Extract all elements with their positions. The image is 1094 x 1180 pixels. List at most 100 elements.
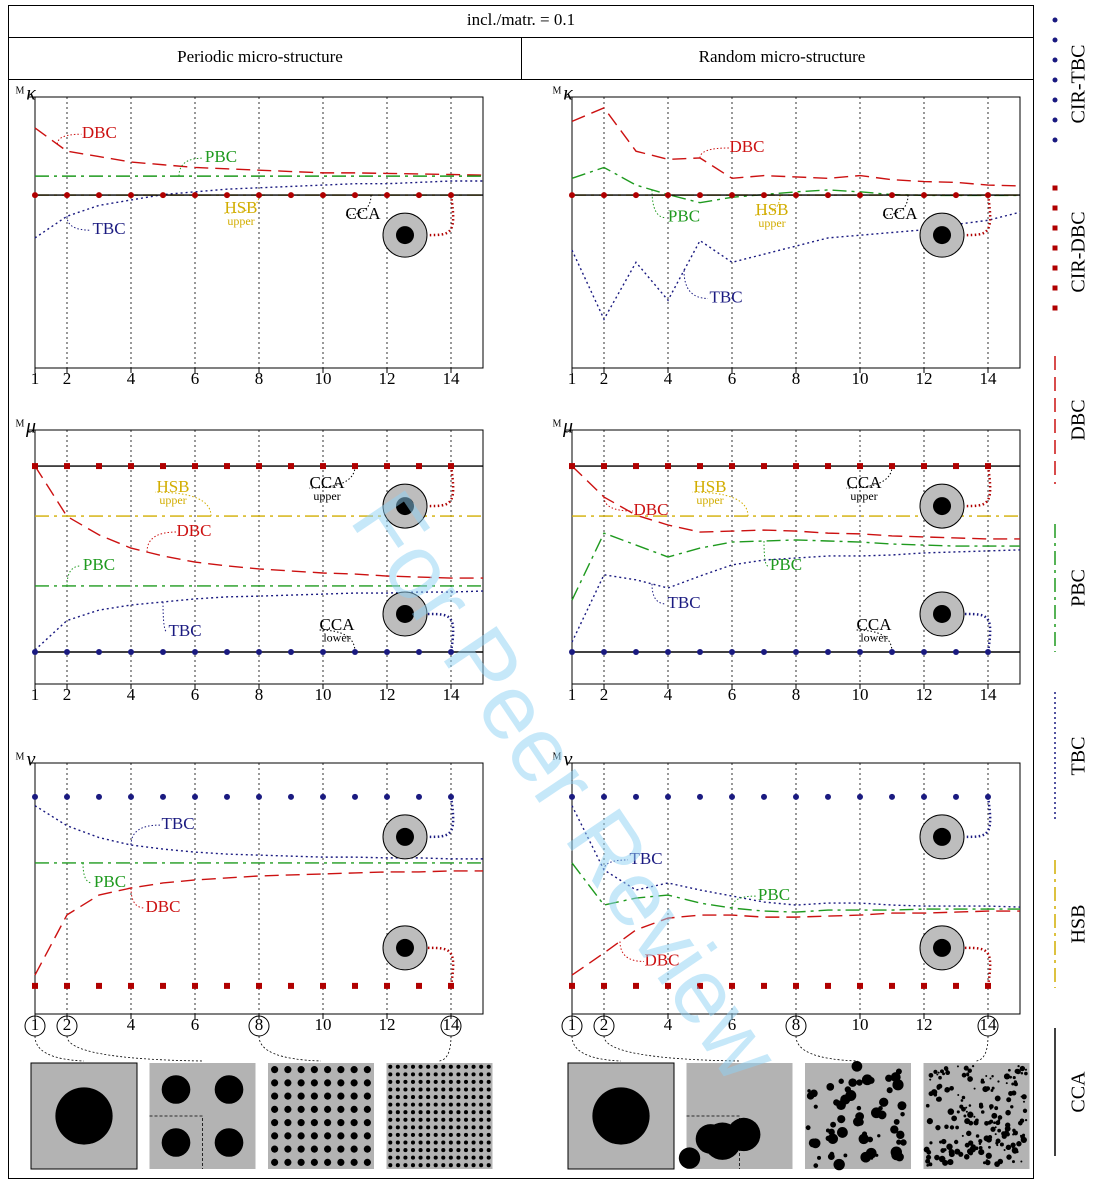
inclusion (939, 1069, 944, 1074)
x-tick-label: 10 (315, 1015, 332, 1034)
inclusion (985, 1075, 988, 1078)
marker (64, 463, 70, 470)
inclusion (805, 1125, 811, 1131)
marker (857, 982, 863, 989)
inclusion (987, 1120, 992, 1125)
legend-marker (1052, 285, 1058, 291)
y-label: μ (562, 416, 573, 438)
x-tick-label: 10 (315, 369, 332, 388)
inclusion (1015, 1068, 1021, 1075)
inclusion (829, 1151, 835, 1157)
x-tick-label: 12 (916, 369, 933, 388)
label-link (162, 601, 168, 633)
inclusion (727, 1117, 761, 1152)
inclusion (486, 1148, 491, 1153)
series-label: DBC (82, 123, 117, 142)
label-link (318, 629, 356, 653)
inclusion-icon-core (933, 827, 951, 846)
inclusion (433, 1155, 438, 1160)
inclusion (963, 1114, 967, 1118)
label-link (308, 466, 356, 489)
label-link (731, 895, 757, 909)
x-tick-label: 6 (191, 685, 200, 704)
series-label: CCA (847, 473, 883, 492)
inclusion (987, 1136, 990, 1140)
y-label-sup: M (16, 418, 25, 429)
inclusion (1024, 1068, 1028, 1071)
series-label: HSB (156, 477, 189, 496)
inclusion (471, 1079, 476, 1084)
inclusion (479, 1072, 484, 1077)
series-label: PBC (770, 555, 802, 574)
inclusion (310, 1092, 318, 1100)
inclusion (363, 1145, 371, 1153)
inclusion (471, 1102, 476, 1107)
inclusion (951, 1115, 958, 1122)
inclusion (861, 1131, 868, 1137)
inclusion (878, 1105, 883, 1111)
inclusion (867, 1136, 874, 1143)
inclusion (363, 1079, 371, 1087)
inclusion (479, 1102, 484, 1107)
inclusion (471, 1132, 476, 1137)
inclusion (933, 1092, 938, 1097)
inclusion (456, 1095, 461, 1100)
inclusion (965, 1110, 968, 1113)
marker (192, 982, 198, 989)
inclusion (463, 1095, 469, 1100)
series-line (571, 549, 1021, 643)
inclusion (403, 1132, 408, 1137)
series-label: TBC (629, 849, 662, 868)
inclusion (463, 1064, 469, 1069)
inclusion (957, 1093, 960, 1096)
inclusion (471, 1117, 476, 1122)
inclusion (388, 1148, 393, 1153)
x-tick-label: 6 (728, 685, 737, 704)
x-tick-label: 8 (255, 369, 264, 388)
marker (288, 648, 294, 655)
inclusion (403, 1064, 408, 1069)
marker (857, 463, 863, 470)
inclusion (935, 1096, 941, 1102)
inclusion (937, 1071, 940, 1074)
marker (729, 648, 735, 655)
inclusion (479, 1117, 484, 1122)
marker (128, 982, 134, 989)
inclusion (441, 1148, 446, 1153)
inclusion (350, 1066, 358, 1074)
inclusion (161, 1075, 191, 1104)
inclusion (456, 1132, 461, 1137)
inclusion (956, 1110, 960, 1114)
inclusion (949, 1125, 955, 1130)
inclusion (995, 1120, 1001, 1126)
inclusion (324, 1066, 332, 1074)
marker (352, 793, 358, 800)
marker (352, 982, 358, 989)
inclusion (858, 1133, 869, 1145)
marker (633, 463, 639, 470)
inclusion (310, 1105, 318, 1113)
legend-marker (1052, 265, 1058, 271)
sample-link (603, 1035, 740, 1062)
y-label: ν (27, 749, 36, 771)
inclusion (965, 1106, 968, 1109)
inclusion (479, 1064, 484, 1069)
inclusion (395, 1072, 400, 1077)
inclusion (310, 1158, 318, 1166)
watermark: For Peer Review (332, 474, 800, 1099)
legend-marker (1052, 137, 1058, 143)
marker (921, 982, 927, 989)
inclusion (441, 1125, 446, 1130)
inclusion (1005, 1109, 1011, 1116)
inclusion (418, 1064, 423, 1069)
label-link (178, 157, 204, 177)
inclusion (441, 1087, 446, 1092)
inclusion (1005, 1147, 1008, 1150)
inclusion (418, 1125, 423, 1130)
inclusion (479, 1148, 484, 1153)
inclusion (926, 1164, 929, 1167)
marker (921, 192, 927, 199)
x-tick-label: 10 (852, 1015, 869, 1034)
inclusion (1020, 1136, 1027, 1144)
inclusion (944, 1088, 949, 1093)
